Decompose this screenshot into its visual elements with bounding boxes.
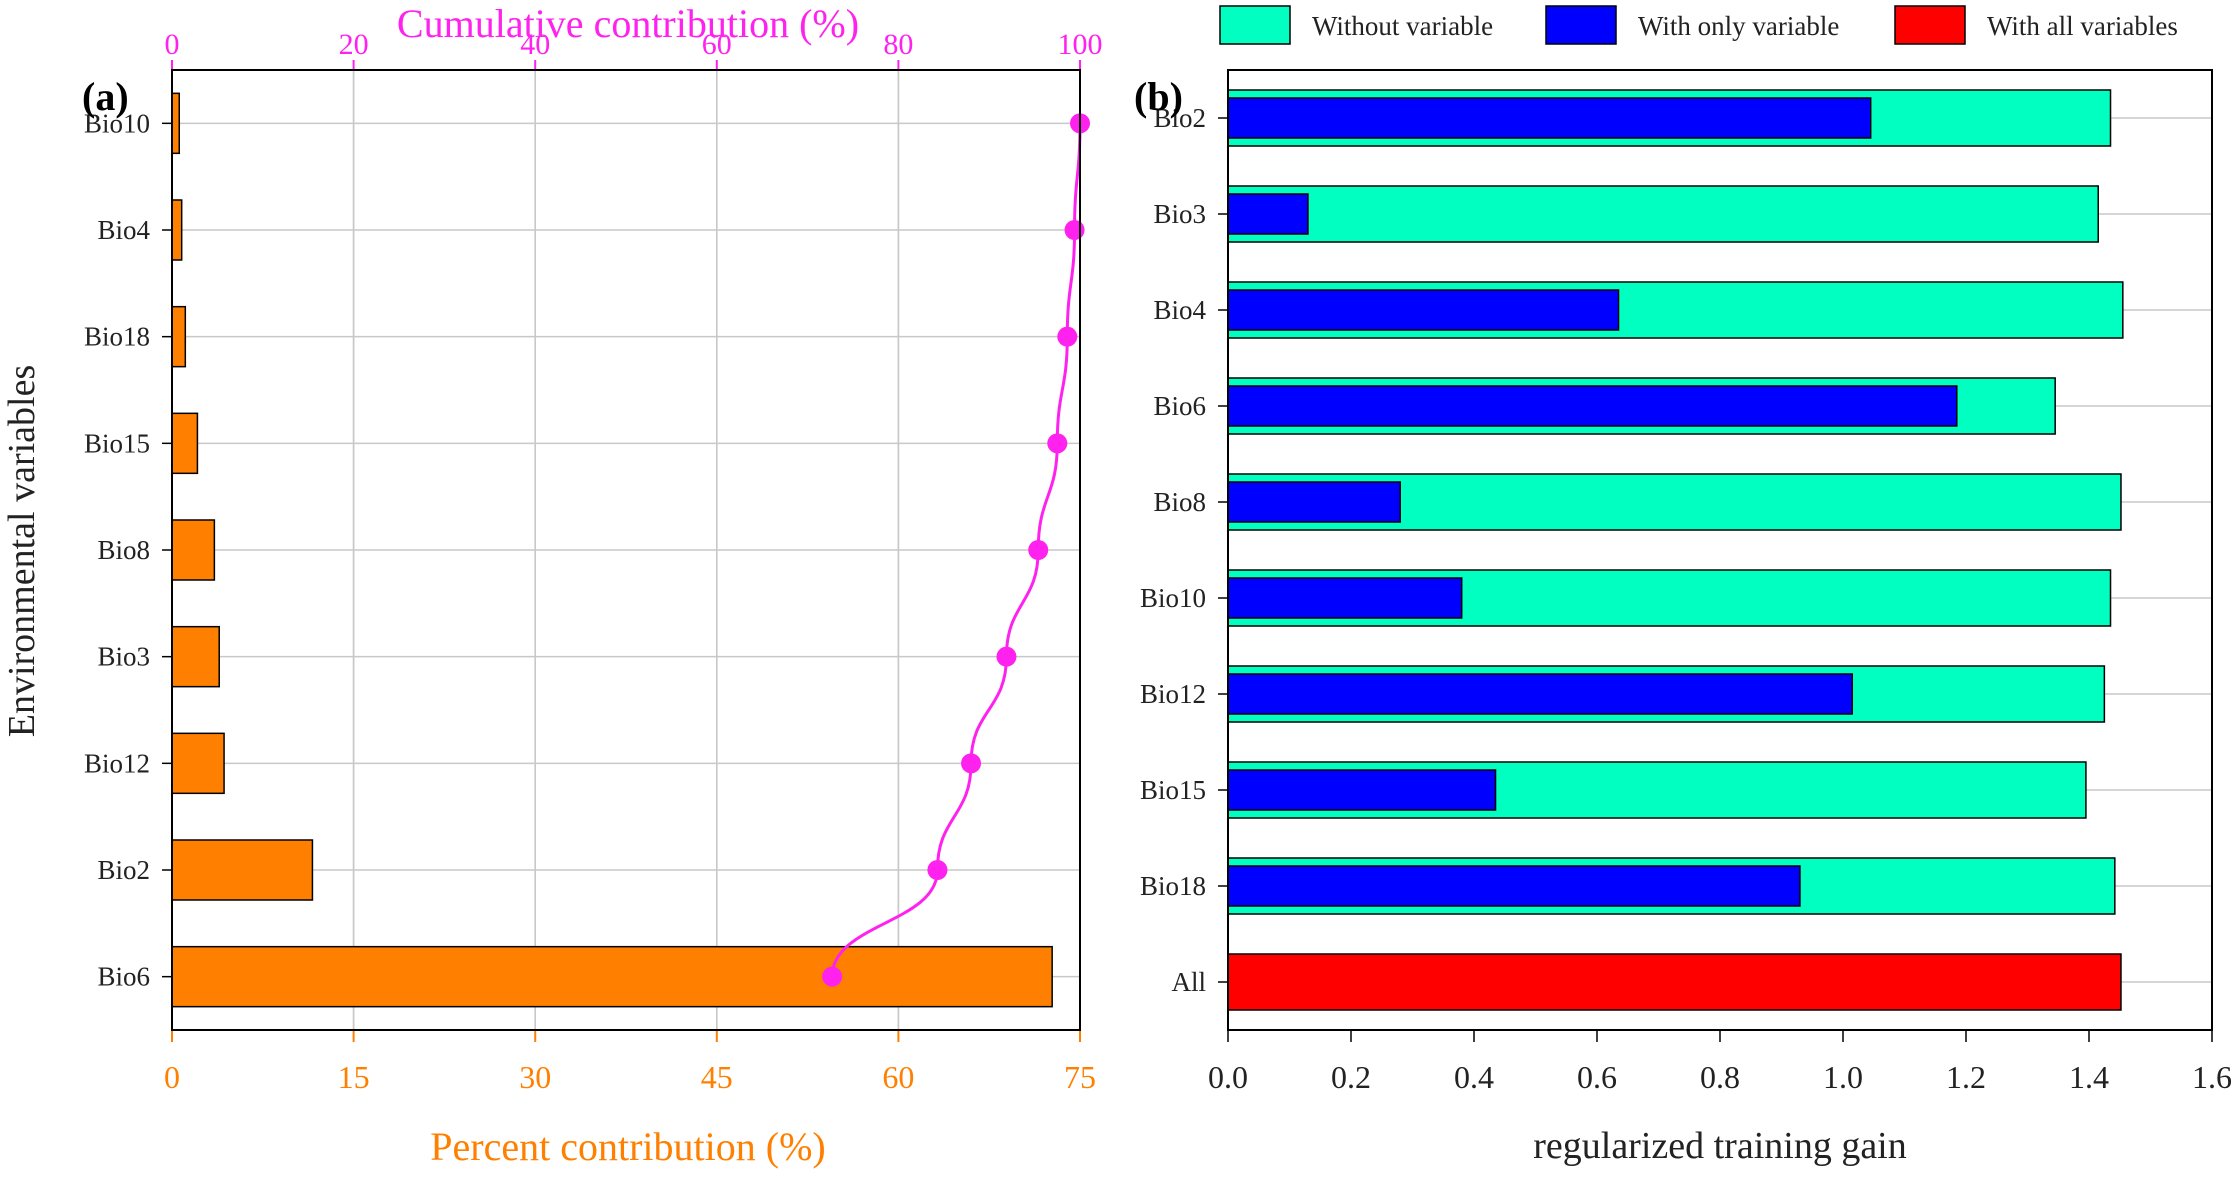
panel-b: Bio2 Bio3 Bio4 Bio6 Bio8 Bio10 Bio12 Bio15 Bio18… bbox=[1134, 5, 2232, 1167]
bar-with-only-variable-bio2 bbox=[1227, 97, 1872, 139]
x-tick-label: 0.8 bbox=[1700, 1059, 1740, 1095]
bar-with-only-variable-bio10 bbox=[1227, 577, 1463, 619]
y-tick-label: Bio3 bbox=[1153, 199, 1206, 229]
y-tick-label: Bio8 bbox=[97, 535, 150, 565]
x-tick-label: 0.2 bbox=[1331, 1059, 1371, 1095]
top-tick-label: 60 bbox=[702, 28, 732, 61]
top-tick-label: 100 bbox=[1058, 28, 1103, 61]
bar-bio3 bbox=[171, 625, 220, 688]
bar-with-only-variable-bio18 bbox=[1227, 865, 1801, 907]
bar-with-only-variable-bio3 bbox=[1227, 193, 1309, 235]
y-tick-label: Bio6 bbox=[97, 962, 150, 992]
bar-with-only-variable-bio4 bbox=[1227, 289, 1620, 331]
cumulative-point-bio15 bbox=[1047, 433, 1068, 454]
bottom-tick-label: 60 bbox=[882, 1059, 914, 1095]
x-tick-label: 0.4 bbox=[1454, 1059, 1494, 1095]
bar-with-only-variable-bio8 bbox=[1227, 481, 1401, 523]
panel-a-label: (a) bbox=[82, 74, 129, 119]
bar-bio12 bbox=[171, 732, 225, 795]
bar-bio4 bbox=[171, 199, 183, 261]
bottom-tick-label: 30 bbox=[519, 1059, 551, 1095]
y-tick-label: Bio3 bbox=[97, 642, 150, 672]
legend-swatch bbox=[1545, 5, 1617, 45]
legend-label: Without variable bbox=[1312, 11, 1493, 41]
bar-bio15 bbox=[171, 412, 199, 475]
y-tick-label: Bio12 bbox=[84, 748, 150, 778]
top-axis-title: Cumulative contribution (%) bbox=[397, 1, 859, 46]
x-tick-label: 1.6 bbox=[2192, 1059, 2232, 1095]
y-tick-label: Bio15 bbox=[1140, 775, 1206, 805]
bar-with-only-variable-bio6 bbox=[1227, 385, 1958, 427]
cumulative-point-bio3 bbox=[996, 646, 1017, 667]
bar-with-only-variable-bio12 bbox=[1227, 673, 1853, 715]
y-tick-label: Bio6 bbox=[1153, 391, 1206, 421]
panel-a-frame bbox=[171, 69, 1081, 1031]
y-tick-label: Bio18 bbox=[84, 322, 150, 352]
bottom-tick-label: 45 bbox=[701, 1059, 733, 1095]
x-tick-label: 0.0 bbox=[1208, 1059, 1248, 1095]
top-tick-label: 40 bbox=[520, 28, 550, 61]
bar-bio10 bbox=[171, 92, 181, 155]
y-tick-label: All bbox=[1171, 967, 1206, 997]
cumulative-point-bio6 bbox=[822, 966, 843, 987]
y-tick-label: Bio2 bbox=[97, 855, 150, 885]
legend-swatch bbox=[1219, 5, 1291, 45]
bar-bio2 bbox=[171, 839, 314, 901]
legend-swatch bbox=[1894, 5, 1966, 45]
bottom-axis-title: Percent contribution (%) bbox=[430, 1124, 825, 1169]
legend-label: With all variables bbox=[1987, 11, 2178, 41]
x-tick-label: 1.4 bbox=[2069, 1059, 2109, 1095]
y-tick-label: Bio15 bbox=[84, 428, 150, 458]
legend: Without variable With only variable With a… bbox=[1219, 5, 2178, 45]
y-tick-label: Bio8 bbox=[1153, 487, 1206, 517]
cumulative-point-bio18 bbox=[1057, 326, 1078, 347]
y-tick-label: Bio2 bbox=[1153, 103, 1206, 133]
x-tick-label: 1.2 bbox=[1946, 1059, 1986, 1095]
y-tick-label: Bio12 bbox=[1140, 679, 1206, 709]
bar-bio6 bbox=[171, 945, 1053, 1008]
bar-bio18 bbox=[171, 305, 187, 368]
y-tick-label: Bio4 bbox=[1153, 295, 1206, 325]
bar-with-only-variable-bio15 bbox=[1227, 769, 1497, 811]
x-tick-label: 1.0 bbox=[1823, 1059, 1863, 1095]
panel-a: Bio10 Bio4 Bio18 Bio15 Bio8 Bio3 Bio12 Bio2 Bio6… bbox=[1, 1, 1103, 1169]
top-tick-label: 80 bbox=[883, 28, 913, 61]
top-tick-label: 0 bbox=[165, 28, 180, 61]
bar-without-variable-bio3 bbox=[1227, 185, 2099, 243]
cumulative-point-bio8 bbox=[1028, 540, 1049, 560]
y-tick-label: Bio18 bbox=[1140, 871, 1206, 901]
cumulative-point-bio2 bbox=[927, 860, 948, 880]
cumulative-point-bio12 bbox=[961, 753, 982, 774]
y-tick-label: Bio10 bbox=[84, 108, 150, 138]
bar-with-all-variables-all bbox=[1227, 953, 2122, 1011]
bottom-tick-label: 15 bbox=[338, 1059, 370, 1095]
bar-bio8 bbox=[171, 519, 216, 581]
bottom-tick-label: 75 bbox=[1064, 1059, 1096, 1095]
y-axis-title: Environmental variables bbox=[1, 365, 43, 738]
x-tick-label: 0.6 bbox=[1577, 1059, 1617, 1095]
y-tick-label: Bio4 bbox=[97, 215, 150, 245]
cumulative-point-bio4 bbox=[1064, 220, 1085, 240]
legend-label: With only variable bbox=[1638, 11, 1839, 41]
panel-b-frame bbox=[1227, 69, 2213, 1031]
panel-b-label: (b) bbox=[1134, 74, 1183, 119]
x-axis-title: regularized training gain bbox=[1533, 1125, 1907, 1167]
y-tick-label: Bio10 bbox=[1140, 583, 1206, 613]
top-tick-label: 20 bbox=[339, 28, 369, 61]
bottom-tick-label: 0 bbox=[164, 1059, 180, 1095]
